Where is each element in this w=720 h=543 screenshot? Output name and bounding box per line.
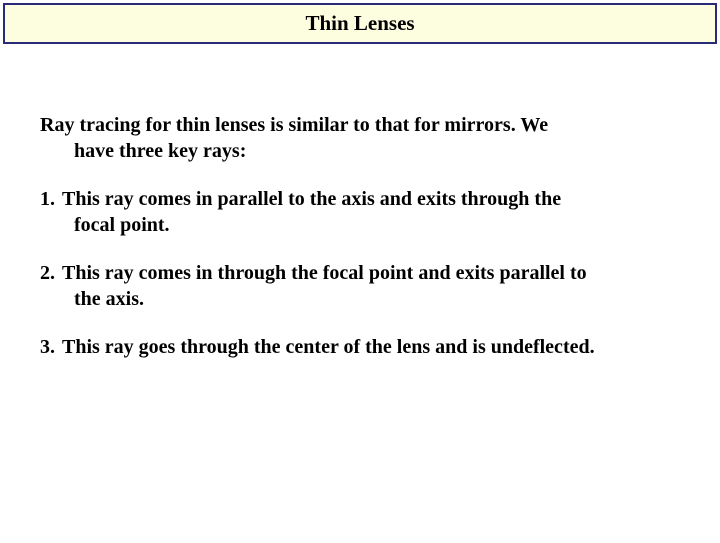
list-item: 1.This ray comes in parallel to the axis… — [40, 186, 680, 238]
title-box: Thin Lenses — [3, 3, 717, 44]
intro-line1: Ray tracing for thin lenses is similar t… — [40, 112, 680, 138]
list-number: 2. — [40, 260, 62, 286]
item-line2: the axis. — [40, 286, 680, 312]
list-item: 2.This ray comes in through the focal po… — [40, 260, 680, 312]
intro-paragraph: Ray tracing for thin lenses is similar t… — [40, 112, 680, 164]
list-item: 3.This ray goes through the center of th… — [40, 334, 680, 360]
list-number: 3. — [40, 334, 62, 360]
page-title: Thin Lenses — [305, 11, 414, 35]
item-line1: This ray comes in parallel to the axis a… — [62, 188, 561, 210]
list-number: 1. — [40, 186, 62, 212]
item-line1: This ray goes through the center of the … — [62, 336, 595, 358]
intro-line2: have three key rays: — [40, 138, 680, 164]
item-line1: This ray comes in through the focal poin… — [62, 262, 587, 284]
content-area: Ray tracing for thin lenses is similar t… — [0, 44, 720, 360]
item-line2: focal point. — [40, 212, 680, 238]
